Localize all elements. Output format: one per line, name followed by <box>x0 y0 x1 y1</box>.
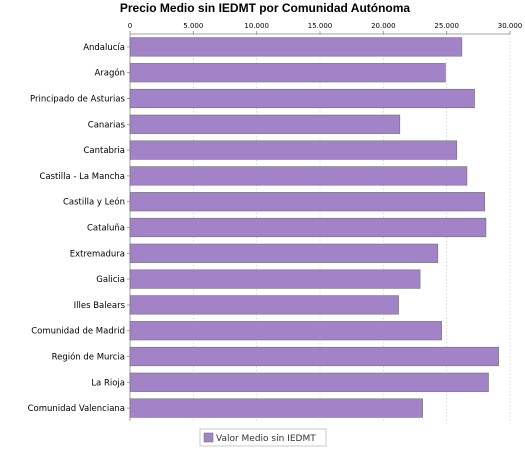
bar <box>129 346 499 367</box>
bar <box>129 321 442 341</box>
chart-title: Precio Medio sin IEDMT por Comunidad Aut… <box>120 1 411 15</box>
bar <box>129 398 423 418</box>
category-label: Castilla y León <box>63 197 125 208</box>
bars <box>129 37 499 418</box>
x-tick-label: 30.000 <box>498 22 523 30</box>
category-label: Andalucía <box>83 43 125 53</box>
bar <box>129 192 485 212</box>
category-label: Principado de Asturias <box>30 95 126 105</box>
bar <box>129 243 439 263</box>
bar <box>129 88 475 109</box>
bar <box>129 37 463 57</box>
bar <box>129 63 446 83</box>
bar <box>129 114 401 134</box>
bar <box>129 372 489 392</box>
legend: Valor Medio sin IEDMT <box>199 428 327 447</box>
category-label: Comunidad Valenciana <box>28 404 125 414</box>
category-label: Región de Murcia <box>52 352 125 363</box>
category-label: Illes Balears <box>74 301 126 311</box>
bar <box>129 295 399 315</box>
legend-label: Valor Medio sin IEDMT <box>216 434 316 444</box>
category-label: Comunidad de Madrid <box>31 327 125 337</box>
bar <box>129 166 468 186</box>
bar <box>129 140 458 160</box>
x-tick-label: 5.000 <box>183 22 203 30</box>
x-tick-label: 15.000 <box>308 22 333 30</box>
category-label: Cataluña <box>87 224 125 234</box>
x-tick-label: 25.000 <box>434 22 459 30</box>
category-label: Extremadura <box>70 249 125 259</box>
category-label: Aragón <box>94 68 125 79</box>
x-tick-label: 10.000 <box>244 22 269 30</box>
category-label: Cantabria <box>83 146 125 156</box>
category-label: Castilla - La Mancha <box>39 172 125 182</box>
category-label: Canarias <box>88 120 126 130</box>
category-label: Galicia <box>96 275 125 285</box>
x-tick-label: 20.000 <box>371 22 396 30</box>
legend-swatch <box>203 432 214 443</box>
category-labels: Andalucía Aragón Principado de Asturias Can… <box>28 43 126 414</box>
x-tick-labels: 0 5.000 10.000 15.000 20.000 25.000 30.000 <box>128 22 522 30</box>
x-tick-label: 0 <box>128 22 132 30</box>
bar <box>129 269 421 289</box>
legend-box <box>199 428 327 447</box>
category-label: La Rioja <box>91 378 125 388</box>
bar <box>129 217 487 238</box>
